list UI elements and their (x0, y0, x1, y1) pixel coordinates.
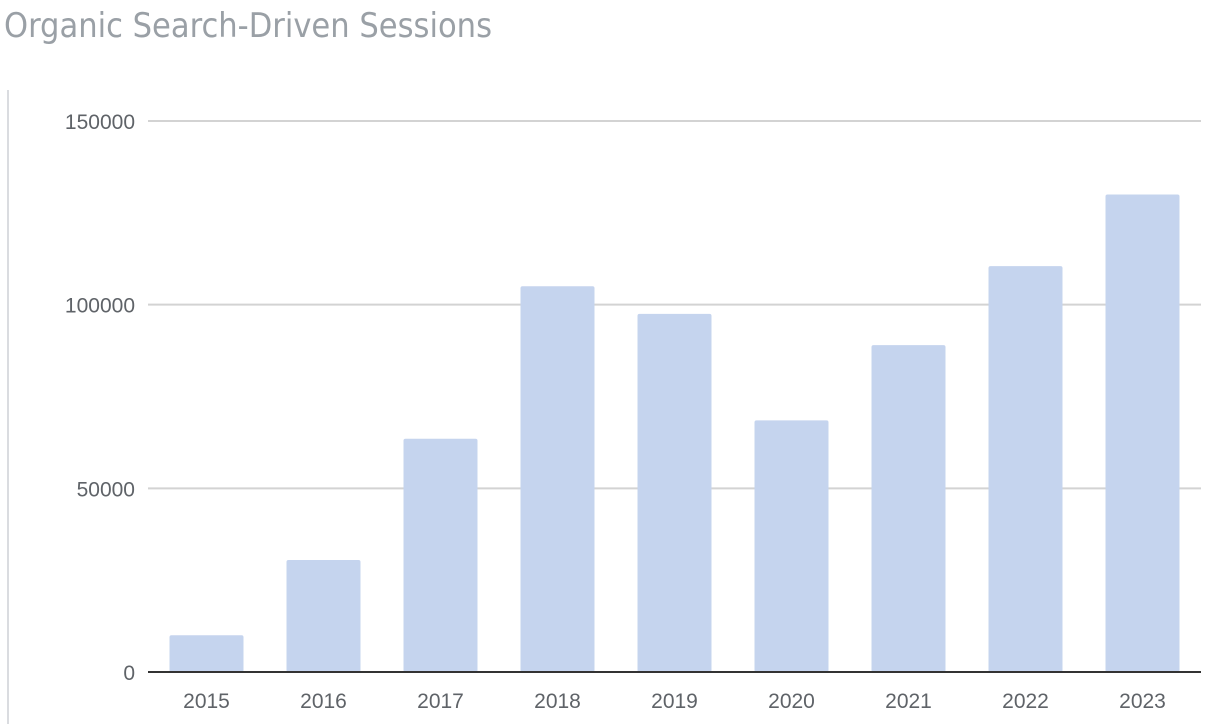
bar-2023 (1105, 194, 1180, 672)
left-divider (7, 90, 9, 724)
bar-2021 (871, 345, 946, 672)
bar-2020 (754, 420, 829, 672)
x-tick-label: 2022 (1002, 690, 1049, 713)
bar-2022 (988, 266, 1063, 672)
bar-2015 (169, 635, 244, 672)
y-axis-ticks: 0 50000 100000 150000 (65, 111, 135, 685)
x-axis-ticks: 2015 2016 2017 2018 2019 2020 2021 2022 2023 (183, 690, 1166, 713)
bar-2016 (286, 559, 361, 672)
x-tick-label: 2020 (768, 690, 815, 713)
bars (169, 194, 1180, 672)
y-tick-label: 50000 (77, 478, 135, 501)
x-tick-label: 2023 (1119, 690, 1166, 713)
y-tick-label: 100000 (65, 295, 135, 318)
x-tick-label: 2015 (183, 690, 230, 713)
chart-title: Organic Search-Driven Sessions (4, 6, 493, 46)
x-tick-label: 2019 (651, 690, 698, 713)
bar-2017 (403, 438, 478, 672)
y-tick-label: 0 (123, 662, 135, 685)
bar-2019 (637, 313, 712, 672)
x-tick-label: 2017 (417, 690, 464, 713)
y-tick-label: 150000 (65, 111, 135, 134)
x-tick-label: 2016 (300, 690, 347, 713)
x-tick-label: 2021 (885, 690, 932, 713)
bar-2018 (520, 286, 595, 672)
x-tick-label: 2018 (534, 690, 581, 713)
